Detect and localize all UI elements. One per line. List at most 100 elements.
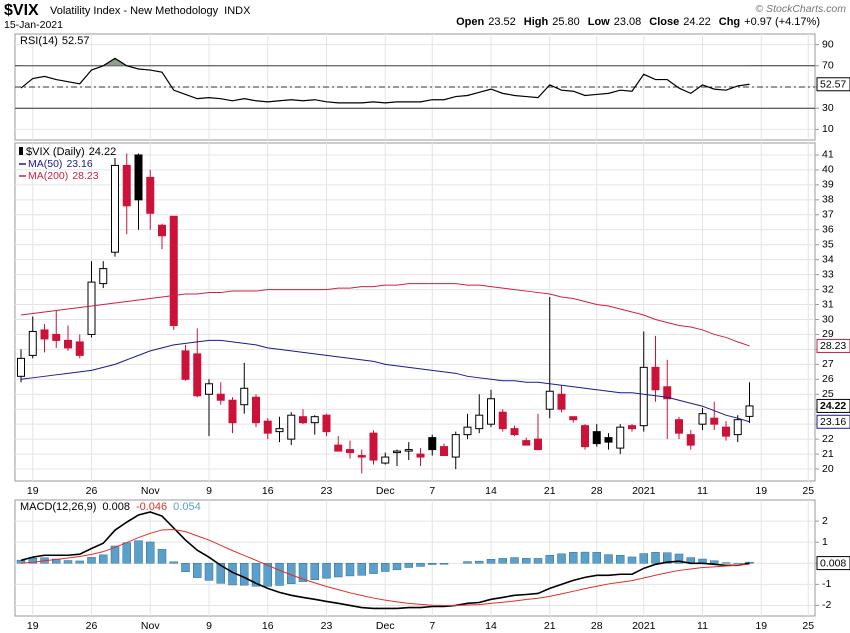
candle-body [722,426,730,437]
quote-label: Low [588,16,610,28]
candle-body [628,425,636,430]
candle-body [64,339,72,349]
histogram-bar [475,560,484,564]
candle-body [263,420,272,434]
quote-label: Open [456,16,484,28]
candle-body [369,432,378,461]
candle-body [322,414,331,433]
histogram-bar [134,540,143,564]
y-tick-label: 36 [822,224,834,236]
candle-body [240,387,249,406]
candle-body [534,438,542,451]
quote-value: +0.97 (+4.17%) [744,16,820,28]
y-tick-label: 37 [822,209,834,221]
candle-body [40,329,49,340]
candle-body [745,405,754,417]
moving-average [20,339,750,423]
moving-average [20,283,750,347]
y-tick-label: 39 [822,179,834,191]
candle-body [522,440,531,446]
candle-body [228,399,237,424]
candle-body [487,398,495,425]
y-tick-label: 22 [822,433,834,445]
histogram-bar [569,552,578,564]
candle-body [639,366,648,427]
candle-body [158,224,166,237]
y-tick-label: 29 [822,328,834,340]
x-tick-label: 9 [206,620,212,632]
legend-value: 28.23 [72,170,98,182]
histogram-bar [263,563,272,587]
quote-label: High [524,16,549,28]
histogram-bar [428,563,437,565]
histogram-bar [710,560,719,564]
exchange: INDX [224,5,251,17]
histogram-bar [169,561,178,564]
value-tag [816,77,850,92]
quote-value: 23.52 [488,16,516,28]
candle-body [663,386,672,400]
legend-value: 24.22 [89,146,117,158]
y-tick-label: 34 [822,253,834,265]
x-tick-label: 7 [429,485,435,497]
histogram-bar [463,561,472,564]
legend-value: 0.008 [102,501,130,513]
histogram-bar [110,545,120,564]
candle-body [310,416,319,424]
histogram-bar [651,552,660,564]
y-tick-label: 40 [822,164,834,176]
candle-body [440,446,448,457]
x-tick-label: Nov [141,485,160,497]
candle-body [75,341,84,356]
legend-value: 52.57 [62,35,90,47]
x-tick-label: 28 [591,620,603,632]
candle-body [475,414,484,430]
x-tick-label: Dec [376,485,395,497]
histogram-bar [369,563,378,574]
y-tick-label: 1 [822,536,828,548]
y-tick-label: 27 [822,358,834,370]
histogram-bar [334,563,343,578]
x-tick-label: 25 [802,485,814,497]
x-tick-label: 26 [86,485,98,497]
histogram-bar [404,563,413,568]
candle-body [275,428,284,433]
y-tick-label: 32 [822,283,834,295]
x-tick-label: 28 [591,485,603,497]
histogram-bar [322,563,331,579]
x-tick-label: 21 [544,485,556,497]
histogram-bar [216,563,225,584]
x-tick-label: 2021 [632,485,656,497]
histogram-bar [357,563,366,576]
candle-body [710,417,719,425]
histogram-bar [663,552,672,564]
candle-body [393,450,401,454]
candle-body [181,350,190,380]
candle-body [557,393,566,410]
histogram-bar [639,553,648,564]
y-tick-label: 21 [822,448,834,460]
x-tick-label: 11 [697,485,708,497]
histogram-bar [616,555,625,564]
candle-body [381,456,390,464]
candle-body [28,330,37,356]
candle-body [146,176,155,214]
quote-value: 24.22 [683,16,711,28]
histogram-bar [592,552,601,564]
y-tick-label: 30 [822,313,834,325]
candle-body [122,164,131,207]
name: Volatility Index - New Methodology [50,5,219,17]
macd-line [20,511,750,610]
candle-body [99,268,108,285]
histogram-bar [392,563,402,571]
legend-name: MA(50) [28,158,62,170]
histogram-bar [87,557,96,564]
y-tick-label: 2 [822,515,828,527]
x-tick-label: Dec [376,620,395,632]
quote-label: Chg [719,16,740,28]
candle-body [252,396,260,424]
quote: Open 23.52 High 25.80 Low 23.08 Close 24.22 Chg +… [456,16,820,28]
candle-body [698,413,707,425]
y-tick-label: 25 [822,388,834,400]
